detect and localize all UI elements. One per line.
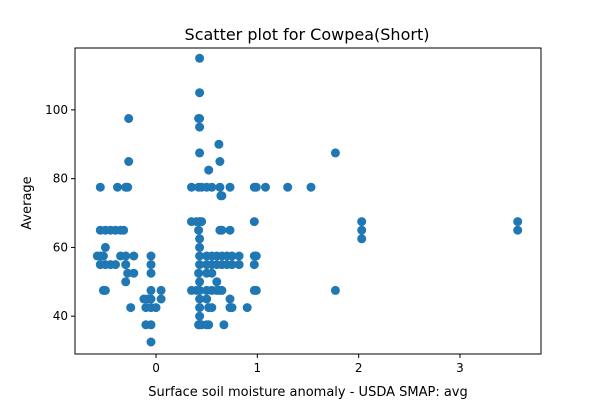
data-point-88 bbox=[227, 251, 237, 261]
x-tick-label: 0 bbox=[152, 361, 160, 375]
data-point-44 bbox=[156, 294, 166, 304]
data-point-77 bbox=[195, 294, 205, 304]
data-point-78 bbox=[195, 303, 205, 313]
data-point-96 bbox=[207, 268, 217, 278]
data-point-28 bbox=[129, 251, 139, 261]
x-tick-label: 1 bbox=[254, 361, 262, 375]
data-point-124 bbox=[249, 260, 259, 270]
data-point-94 bbox=[227, 260, 237, 270]
data-point-133 bbox=[357, 234, 367, 244]
data-point-42 bbox=[146, 337, 156, 347]
data-point-105 bbox=[217, 285, 227, 295]
data-point-16 bbox=[100, 285, 110, 295]
data-point-57 bbox=[214, 139, 224, 149]
data-point-22 bbox=[119, 225, 129, 235]
data-point-31 bbox=[146, 260, 156, 270]
y-tick-label: 60 bbox=[53, 240, 68, 254]
y-tick-label: 80 bbox=[53, 172, 68, 186]
data-point-134 bbox=[513, 217, 523, 227]
data-point-114 bbox=[227, 303, 237, 313]
data-point-71 bbox=[195, 260, 205, 270]
x-axis: 0 1 2 3 bbox=[152, 354, 464, 375]
data-point-72 bbox=[194, 268, 204, 278]
data-point-129 bbox=[330, 148, 340, 158]
data-point-46 bbox=[195, 88, 205, 98]
data-point-61 bbox=[217, 191, 227, 201]
data-point-39 bbox=[141, 303, 151, 313]
data-point-73 bbox=[195, 277, 205, 287]
y-axis-label: Average bbox=[20, 176, 35, 229]
data-point-33 bbox=[146, 285, 156, 295]
data-point-68 bbox=[195, 234, 205, 244]
data-point-0 bbox=[95, 182, 105, 192]
data-point-30 bbox=[146, 251, 156, 261]
data-point-108 bbox=[207, 303, 217, 313]
data-point-110 bbox=[204, 320, 214, 330]
data-point-123 bbox=[251, 251, 261, 261]
data-point-36 bbox=[139, 294, 149, 304]
data-point-55 bbox=[204, 165, 214, 175]
data-point-50 bbox=[195, 148, 205, 158]
data-point-97 bbox=[212, 277, 222, 287]
data-point-56 bbox=[207, 182, 217, 192]
data-point-26 bbox=[129, 268, 139, 278]
data-point-119 bbox=[251, 182, 261, 192]
data-point-51 bbox=[187, 182, 196, 192]
data-point-131 bbox=[357, 217, 367, 227]
data-point-49 bbox=[195, 122, 205, 132]
data-point-21 bbox=[124, 157, 134, 166]
data-point-20 bbox=[124, 114, 134, 123]
x-tick-label: 2 bbox=[355, 361, 363, 375]
data-point-135 bbox=[513, 225, 523, 235]
plot-frame bbox=[74, 47, 542, 355]
data-point-38 bbox=[151, 303, 161, 313]
data-point-120 bbox=[261, 182, 270, 192]
x-axis-label: Surface soil moisture anomaly - USDA SMA… bbox=[148, 385, 468, 400]
data-point-66 bbox=[197, 217, 207, 227]
data-point-19 bbox=[123, 182, 133, 192]
data-point-106 bbox=[202, 294, 212, 304]
y-tick-label: 40 bbox=[53, 309, 68, 323]
points-layer bbox=[92, 53, 523, 347]
data-point-112 bbox=[225, 294, 235, 304]
data-point-79 bbox=[195, 311, 205, 321]
data-point-117 bbox=[242, 303, 252, 313]
data-point-45 bbox=[195, 53, 205, 63]
data-point-100 bbox=[225, 225, 235, 235]
data-point-43 bbox=[156, 285, 166, 295]
data-point-13 bbox=[111, 260, 120, 270]
x-tick-label: 3 bbox=[456, 361, 464, 375]
data-point-27 bbox=[121, 277, 131, 287]
data-point-99 bbox=[217, 225, 227, 235]
data-point-62 bbox=[225, 182, 235, 192]
data-point-111 bbox=[219, 320, 229, 330]
data-point-132 bbox=[357, 225, 367, 235]
data-point-127 bbox=[283, 182, 293, 192]
y-tick-label: 100 bbox=[45, 103, 68, 117]
data-point-23 bbox=[121, 251, 131, 261]
data-point-32 bbox=[146, 268, 156, 278]
data-point-41 bbox=[146, 320, 156, 330]
data-point-69 bbox=[195, 242, 205, 252]
chart-title: Scatter plot for Cowpea(Short) bbox=[185, 25, 430, 44]
data-point-29 bbox=[126, 303, 136, 313]
data-point-9 bbox=[100, 242, 110, 252]
data-point-76 bbox=[195, 285, 205, 295]
data-point-70 bbox=[195, 251, 205, 261]
data-point-126 bbox=[251, 285, 261, 295]
data-point-24 bbox=[121, 260, 131, 270]
data-point-59 bbox=[215, 182, 225, 192]
data-point-130 bbox=[330, 285, 340, 295]
data-point-115 bbox=[234, 251, 244, 261]
data-point-121 bbox=[249, 217, 259, 227]
data-point-116 bbox=[234, 260, 244, 270]
data-point-17 bbox=[113, 182, 122, 192]
data-point-58 bbox=[215, 157, 225, 166]
data-point-128 bbox=[306, 182, 316, 192]
data-point-8 bbox=[98, 251, 108, 261]
data-point-48 bbox=[194, 114, 204, 123]
y-axis: 40 60 80 100 bbox=[45, 103, 75, 323]
data-point-67 bbox=[194, 225, 204, 235]
